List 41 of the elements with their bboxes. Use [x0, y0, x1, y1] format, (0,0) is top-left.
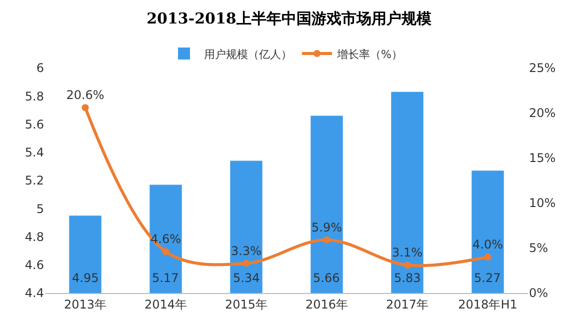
y2-tick-label: 20% — [529, 106, 556, 120]
data-label: 5.66 — [313, 271, 340, 285]
point — [82, 104, 89, 112]
y-tick-label: 5.2 — [24, 174, 44, 188]
x-tick-label: 2016年 — [305, 297, 348, 312]
y-tick-label: 5.8 — [24, 89, 44, 104]
y-tick-label: 5.6 — [24, 117, 44, 132]
data-label: 5.34 — [233, 271, 260, 285]
legend-label: 增长率（%） — [336, 48, 402, 61]
x-tick-label: 2017年 — [386, 297, 429, 312]
data-label: 5.9% — [312, 220, 342, 235]
y-tick-label: 5.4 — [24, 146, 44, 160]
y-tick-label: 4.6 — [24, 258, 44, 272]
x-tick-label: 2013年 — [64, 297, 107, 312]
y2-tick-label: 10% — [529, 196, 556, 210]
y-tick-label: 4.4 — [24, 286, 44, 300]
point — [404, 262, 411, 269]
chart-title: 2013-2018上半年中国游戏市场用户规模 — [146, 10, 432, 28]
data-label: 5.27 — [474, 271, 501, 285]
y-tick-label: 6 — [36, 61, 44, 76]
point — [484, 254, 492, 260]
legend-label: 用户规模（亿人） — [204, 48, 292, 61]
data-label: 5.17 — [152, 271, 179, 285]
y2-tick-label: 15% — [529, 151, 556, 166]
x-tick-label: 2018年H1 — [458, 297, 518, 312]
data-label: 3.3% — [231, 244, 262, 258]
y-tick-label: 4.8 — [24, 230, 44, 244]
data-label: 20.6% — [66, 88, 104, 102]
x-tick-label: 2014年 — [144, 297, 188, 312]
y-tick-label: 5 — [36, 202, 44, 216]
point — [323, 236, 330, 244]
y2-tick-label: 0% — [529, 286, 548, 300]
data-label: 5.83 — [394, 271, 421, 285]
data-label: 3.1% — [392, 246, 422, 260]
y2-tick-label: 5% — [529, 241, 548, 256]
y2-tick-label: 25% — [529, 61, 556, 76]
data-label: 4.0% — [472, 238, 503, 252]
point — [242, 260, 250, 267]
data-label: 4.95 — [72, 271, 99, 285]
point — [162, 248, 170, 256]
x-tick-label: 2015年 — [224, 297, 268, 312]
